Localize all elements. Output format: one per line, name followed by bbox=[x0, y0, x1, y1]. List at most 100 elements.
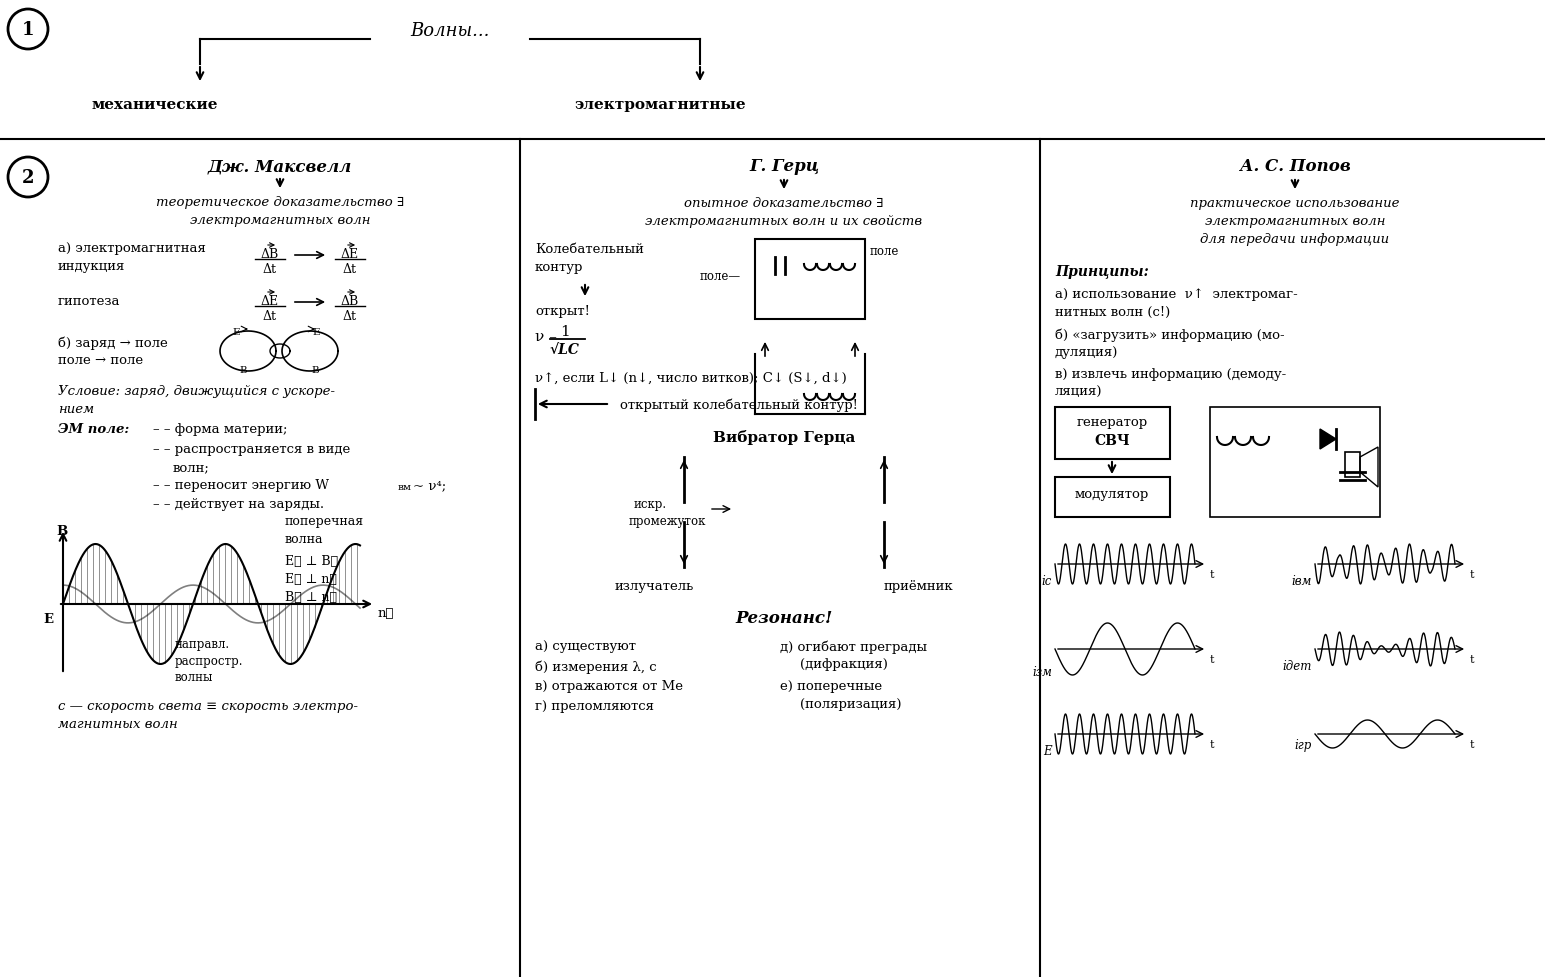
Text: Δt: Δt bbox=[263, 263, 277, 276]
Text: B: B bbox=[56, 525, 68, 537]
Text: Дж. Максвелл: Дж. Максвелл bbox=[209, 158, 352, 175]
Bar bbox=[756, 239, 865, 319]
Text: электромагнитные: электромагнитные bbox=[575, 98, 746, 112]
Text: а) использование  ν↑  электромаг-: а) использование ν↑ электромаг- bbox=[1055, 287, 1298, 301]
Text: E: E bbox=[1043, 744, 1052, 757]
Text: теоретическое доказательство ∃: теоретическое доказательство ∃ bbox=[156, 195, 405, 209]
Text: ~ ν⁴;: ~ ν⁴; bbox=[413, 479, 447, 491]
Text: ΔB: ΔB bbox=[341, 295, 358, 308]
Text: t: t bbox=[1469, 655, 1474, 664]
Text: электромагнитных волн: электромагнитных волн bbox=[1205, 215, 1386, 228]
Text: нием: нием bbox=[59, 403, 94, 415]
Bar bbox=[1055, 407, 1170, 459]
Text: практическое использование: практическое использование bbox=[1190, 196, 1400, 210]
Text: ляция): ляция) bbox=[1055, 386, 1103, 399]
Text: iвм: iвм bbox=[1292, 574, 1312, 587]
Text: E⃗ ⊥ n⃗: E⃗ ⊥ n⃗ bbox=[284, 573, 337, 585]
Text: электромагнитных волн: электромагнитных волн bbox=[190, 214, 371, 227]
Text: t: t bbox=[1210, 570, 1214, 579]
Text: c — скорость света ≡ скорость электро-: c — скорость света ≡ скорость электро- bbox=[59, 700, 358, 712]
Text: Резонанс!: Резонанс! bbox=[735, 610, 833, 626]
Polygon shape bbox=[1319, 430, 1336, 449]
Text: ΔE: ΔE bbox=[341, 248, 358, 261]
Text: ν –: ν – bbox=[535, 329, 556, 344]
Text: ЭМ поле:: ЭМ поле: bbox=[59, 423, 130, 436]
Text: направл.: направл. bbox=[175, 637, 230, 651]
Text: волна: волна bbox=[284, 532, 323, 545]
Text: поле → поле: поле → поле bbox=[59, 354, 144, 366]
Text: ν↑, если L↓ (n↓, число витков); C↓ (S↓, d↓): ν↑, если L↓ (n↓, число витков); C↓ (S↓, … bbox=[535, 371, 847, 385]
Text: Δt: Δt bbox=[343, 310, 357, 322]
Text: 1: 1 bbox=[561, 324, 570, 339]
Text: искр.: искр. bbox=[633, 497, 667, 510]
Text: iзм: iзм bbox=[1032, 665, 1052, 678]
Text: Г. Герц: Г. Герц bbox=[749, 158, 819, 175]
Text: E⃗ ⊥ B⃗: E⃗ ⊥ B⃗ bbox=[284, 554, 338, 568]
Text: t: t bbox=[1469, 570, 1474, 579]
Text: нитных волн (c!): нитных волн (c!) bbox=[1055, 306, 1170, 319]
Text: гипотеза: гипотеза bbox=[59, 295, 121, 308]
Text: контур: контур bbox=[535, 261, 584, 274]
Text: B: B bbox=[311, 365, 318, 374]
Text: E: E bbox=[312, 327, 320, 337]
Text: Вибратор Герца: Вибратор Герца bbox=[712, 430, 856, 445]
Text: (дифракция): (дифракция) bbox=[800, 658, 888, 670]
Text: – – распространяется в виде: – – распространяется в виде bbox=[153, 443, 351, 455]
Text: Δt: Δt bbox=[343, 263, 357, 276]
Text: 2: 2 bbox=[22, 169, 34, 187]
Text: в) отражаются от Ме: в) отражаются от Ме bbox=[535, 679, 683, 693]
Text: iгр: iгр bbox=[1295, 739, 1312, 751]
Text: n⃗: n⃗ bbox=[379, 607, 394, 619]
Text: вм: вм bbox=[399, 483, 413, 491]
Text: – – переносит энергию W: – – переносит энергию W bbox=[153, 479, 329, 491]
Text: поле: поле bbox=[870, 245, 899, 258]
Text: электромагнитных волн и их свойств: электромагнитных волн и их свойств bbox=[646, 215, 922, 228]
Text: – – действует на заряды.: – – действует на заряды. bbox=[153, 497, 324, 510]
Text: в) извлечь информацию (демоду-: в) извлечь информацию (демоду- bbox=[1055, 367, 1287, 381]
Text: – – форма материи;: – – форма материи; bbox=[153, 423, 287, 436]
Text: магнитных волн: магнитных волн bbox=[59, 717, 178, 730]
Text: ΔB: ΔB bbox=[261, 248, 280, 261]
Text: поле—: поле— bbox=[700, 270, 742, 282]
Text: генератор: генератор bbox=[1077, 415, 1148, 429]
Text: промежуток: промежуток bbox=[629, 515, 706, 528]
Text: а) существуют: а) существуют bbox=[535, 639, 637, 653]
Text: дуляция): дуляция) bbox=[1055, 346, 1119, 359]
Text: б) заряд → поле: б) заряд → поле bbox=[59, 336, 168, 349]
Text: волны: волны bbox=[175, 670, 213, 683]
Text: открытый колебательный контур!: открытый колебательный контур! bbox=[620, 398, 857, 411]
Bar bbox=[1346, 452, 1360, 478]
Text: механические: механические bbox=[91, 98, 218, 112]
Text: А. С. Попов: А. С. Попов bbox=[1239, 158, 1350, 175]
Bar bbox=[1055, 478, 1170, 518]
Bar bbox=[1210, 407, 1380, 518]
Text: поперечная: поперечная bbox=[284, 515, 365, 528]
Text: волн;: волн; bbox=[173, 460, 210, 474]
Text: B⃗ ⊥ n⃗: B⃗ ⊥ n⃗ bbox=[284, 590, 337, 604]
Text: б) измерения λ, c: б) измерения λ, c bbox=[535, 659, 657, 673]
Text: iдет: iдет bbox=[1282, 659, 1312, 672]
Text: Волны...: Волны... bbox=[411, 21, 490, 40]
Text: Принципы:: Принципы: bbox=[1055, 265, 1149, 278]
Text: (поляризация): (поляризация) bbox=[800, 698, 901, 710]
Text: t: t bbox=[1469, 740, 1474, 749]
Text: СВЧ: СВЧ bbox=[1094, 434, 1129, 447]
Text: для передачи информации: для передачи информации bbox=[1200, 233, 1389, 246]
Text: E: E bbox=[232, 327, 239, 337]
Text: б) «загрузить» информацию (мо-: б) «загрузить» информацию (мо- bbox=[1055, 327, 1284, 341]
Text: t: t bbox=[1210, 655, 1214, 664]
Text: е) поперечные: е) поперечные bbox=[780, 679, 882, 693]
Text: открыт!: открыт! bbox=[535, 305, 590, 318]
Text: г) преломляются: г) преломляются bbox=[535, 700, 654, 712]
Text: опытное доказательство ∃: опытное доказательство ∃ bbox=[684, 196, 884, 210]
Text: B: B bbox=[239, 365, 247, 374]
Text: Условие: заряд, движущийся с ускоре-: Условие: заряд, движущийся с ускоре- bbox=[59, 385, 335, 398]
Text: излучатель: излучатель bbox=[615, 579, 694, 592]
Text: t: t bbox=[1210, 740, 1214, 749]
Text: Δt: Δt bbox=[263, 310, 277, 322]
Text: Колебательный: Колебательный bbox=[535, 242, 644, 256]
Text: индукция: индукция bbox=[59, 260, 125, 273]
Text: E: E bbox=[43, 613, 53, 625]
Text: √LC: √LC bbox=[550, 343, 579, 357]
Text: а) электромагнитная: а) электромагнитная bbox=[59, 241, 205, 255]
